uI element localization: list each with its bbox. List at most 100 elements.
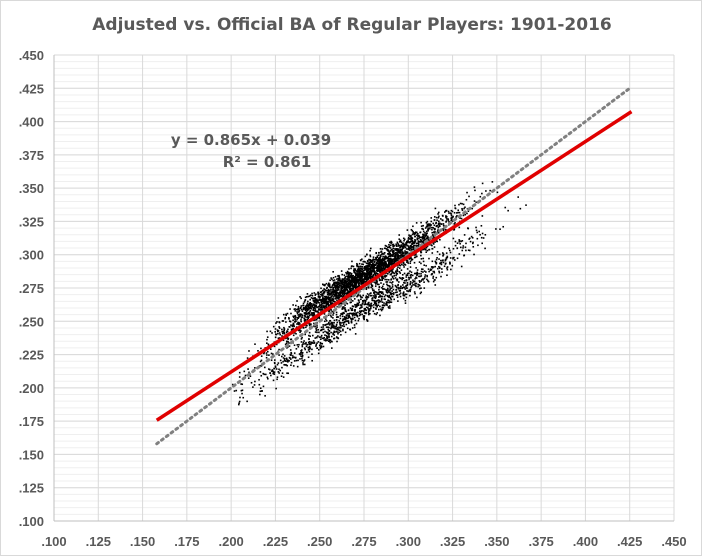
data-point xyxy=(361,279,364,282)
data-point xyxy=(335,296,338,298)
data-point xyxy=(418,284,420,286)
data-point xyxy=(321,328,324,331)
data-point xyxy=(282,339,285,341)
data-point xyxy=(366,303,369,306)
data-point xyxy=(348,273,350,276)
data-point xyxy=(304,305,307,307)
data-point xyxy=(301,355,304,358)
data-point xyxy=(414,272,417,275)
data-point xyxy=(396,268,398,270)
data-point xyxy=(405,296,408,299)
data-point xyxy=(417,285,419,288)
data-point xyxy=(480,224,483,227)
data-point xyxy=(395,251,397,254)
data-point xyxy=(365,286,368,289)
data-point xyxy=(271,332,273,334)
data-point xyxy=(383,302,385,304)
data-point xyxy=(507,209,509,212)
data-point xyxy=(373,263,375,265)
data-point xyxy=(420,272,422,275)
data-point xyxy=(398,234,401,236)
data-point xyxy=(275,333,278,336)
data-point xyxy=(396,249,399,252)
data-point xyxy=(442,259,444,261)
data-point xyxy=(325,334,328,337)
data-point xyxy=(266,350,269,353)
data-point xyxy=(350,267,352,270)
data-point xyxy=(405,259,408,262)
data-point xyxy=(388,284,390,287)
data-point xyxy=(336,337,338,339)
data-point xyxy=(499,228,501,231)
data-point xyxy=(297,345,300,348)
data-point xyxy=(382,277,385,280)
data-point xyxy=(279,369,282,372)
data-point xyxy=(290,329,293,331)
data-point xyxy=(303,317,305,320)
data-point xyxy=(421,240,424,243)
data-point xyxy=(354,273,357,275)
data-point xyxy=(339,330,342,333)
data-point xyxy=(432,275,435,278)
data-point xyxy=(393,298,395,301)
data-point xyxy=(430,273,433,276)
data-point xyxy=(305,307,308,310)
data-point xyxy=(315,304,318,307)
data-point xyxy=(283,326,285,329)
data-point xyxy=(417,243,420,246)
data-point xyxy=(370,286,372,289)
data-point xyxy=(431,252,434,254)
data-point xyxy=(274,365,277,368)
data-point xyxy=(322,289,324,292)
data-point xyxy=(345,320,348,322)
data-point xyxy=(448,249,451,252)
data-point xyxy=(397,250,400,253)
data-point xyxy=(387,253,389,255)
data-point xyxy=(353,312,356,315)
data-point xyxy=(351,279,354,282)
data-point xyxy=(331,278,333,281)
data-point xyxy=(402,291,405,293)
data-point xyxy=(389,250,392,252)
data-point xyxy=(484,247,486,250)
data-point xyxy=(369,312,371,315)
data-point xyxy=(359,267,362,270)
data-point xyxy=(317,292,319,294)
data-point xyxy=(426,274,428,277)
data-point xyxy=(423,281,425,283)
data-point xyxy=(414,282,416,285)
data-point xyxy=(301,310,304,313)
data-point xyxy=(318,316,321,318)
data-point xyxy=(435,258,438,261)
data-point xyxy=(266,376,269,379)
data-point xyxy=(409,247,412,250)
data-point xyxy=(332,314,334,316)
data-point xyxy=(399,277,402,280)
data-point xyxy=(312,309,315,312)
data-point xyxy=(354,303,356,306)
data-point xyxy=(440,263,443,266)
data-point xyxy=(370,261,373,263)
data-point xyxy=(383,258,386,261)
data-point xyxy=(306,324,308,327)
data-point xyxy=(293,344,296,347)
data-point xyxy=(361,313,363,316)
data-point xyxy=(377,260,379,263)
data-point xyxy=(420,280,422,282)
data-point xyxy=(282,357,285,359)
x-tick-label: .325 xyxy=(440,534,465,549)
data-point xyxy=(435,216,438,219)
data-point xyxy=(341,307,344,309)
data-point xyxy=(341,285,343,288)
data-point xyxy=(297,314,300,316)
y-tick-label: .225 xyxy=(19,348,44,363)
data-point xyxy=(308,323,310,325)
data-point xyxy=(436,219,438,222)
data-point xyxy=(402,292,405,295)
data-point xyxy=(319,342,322,345)
data-point xyxy=(340,287,343,289)
data-point xyxy=(282,313,285,316)
data-point xyxy=(360,304,363,307)
data-point xyxy=(312,307,315,309)
data-point xyxy=(378,296,380,298)
